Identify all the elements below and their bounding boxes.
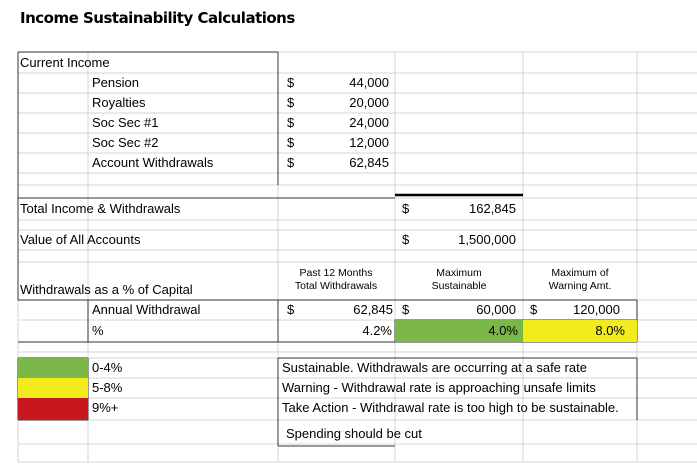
currency: $ [287,155,295,170]
legend-text: Sustainable. Withdrawals are occurring a… [282,360,587,375]
amount: 62,845 [353,302,393,317]
legend-red [18,398,88,420]
amount: 162,845 [469,201,516,216]
column-header: Maximum [436,267,482,279]
currency: $ [287,95,295,110]
legend-yellow [18,378,88,398]
yellow-cell [523,320,637,342]
row-label: Annual Withdrawal [92,302,201,317]
currency: $ [402,232,410,247]
income-label: Soc Sec #2 [92,135,159,150]
currency: $ [287,135,295,150]
withdrawals-label: Withdrawals as a % of Capital [20,282,193,297]
income-label: Royalties [92,95,146,110]
income-label: Pension [92,75,139,90]
legend-note: Spending should be cut [286,426,422,441]
percent: 4.0% [488,323,518,338]
legend-range: 5-8% [92,380,123,395]
currency: $ [402,302,410,317]
row-label: % [92,323,104,338]
accounts-label: Value of All Accounts [20,232,141,247]
amount: 62,845 [349,155,389,170]
column-header: Sustainable [431,280,487,292]
column-header: Past 12 Months [299,267,373,279]
amount: 1,500,000 [458,232,516,247]
amount: 44,000 [349,75,389,90]
income-label: Account Withdrawals [92,155,214,170]
legend-range: 0-4% [92,360,123,375]
percent: 8.0% [595,323,625,338]
currency: $ [287,75,295,90]
title: Income Sustainability Calculations [20,9,295,27]
legend-text: Warning - Withdrawal rate is approaching… [282,380,596,395]
legend-range: 9%+ [92,400,119,415]
amount: 12,000 [349,135,389,150]
column-header: Warning Amt. [548,280,612,292]
section-label: Current Income [20,55,110,70]
currency: $ [402,201,410,216]
amount: 20,000 [349,95,389,110]
column-header: Maximum of [551,267,609,279]
percent: 4.2% [362,323,392,338]
total-label: Total Income & Withdrawals [20,201,181,216]
legend-green [18,358,88,378]
green-cell [395,320,523,342]
amount: 60,000 [476,302,516,317]
currency: $ [530,302,538,317]
income-label: Soc Sec #1 [92,115,159,130]
amount: 120,000 [573,302,620,317]
currency: $ [287,302,295,317]
legend-text: Take Action - Withdrawal rate is too hig… [282,400,619,415]
amount: 24,000 [349,115,389,130]
column-header: Total Withdrawals [294,280,378,292]
currency: $ [287,115,295,130]
